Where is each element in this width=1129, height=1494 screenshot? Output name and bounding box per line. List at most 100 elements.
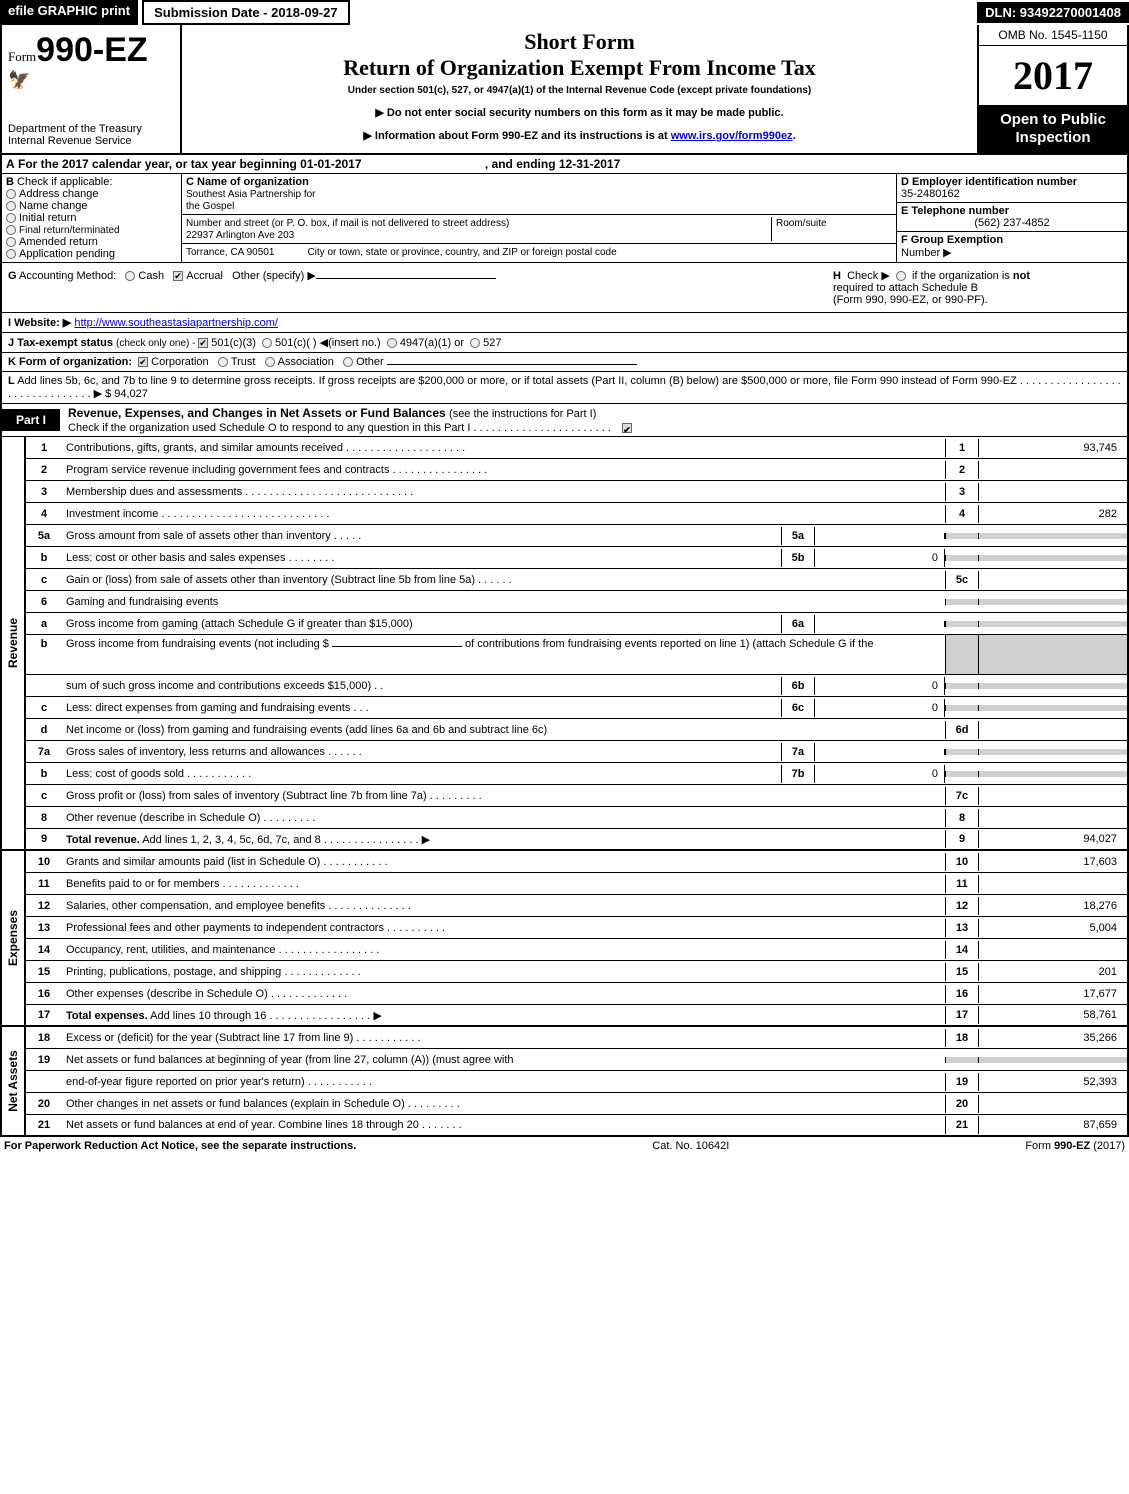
line-6: 6 Gaming and fundraising events	[26, 591, 1127, 613]
form-prefix: Form	[8, 49, 36, 64]
corporation-checkbox[interactable]	[138, 357, 148, 367]
line-16: 16 Other expenses (describe in Schedule …	[26, 983, 1127, 1005]
paperwork-notice: For Paperwork Reduction Act Notice, see …	[4, 1140, 356, 1152]
line-5c: c Gain or (loss) from sale of assets oth…	[26, 569, 1127, 591]
cash-radio[interactable]	[125, 271, 135, 281]
line-4-value: 282	[979, 505, 1127, 523]
section-j-taxexempt: J Tax-exempt status (check only one) - 5…	[0, 333, 1129, 353]
section-l-gross-receipts: L Add lines 5b, 6c, and 7b to line 9 to …	[0, 372, 1129, 404]
dept-irs: Internal Revenue Service	[8, 135, 174, 147]
header-right: OMB No. 1545-1150 2017 Open to Public In…	[977, 25, 1127, 153]
line-6b-sum: sum of such gross income and contributio…	[26, 675, 1127, 697]
revenue-vertical-label: Revenue	[6, 618, 20, 668]
section-i-website: I Website: ▶ http://www.southeastasiapar…	[0, 313, 1129, 333]
top-bar: efile GRAPHIC print Submission Date - 20…	[0, 0, 1129, 25]
part-i-header: Part I Revenue, Expenses, and Changes in…	[0, 404, 1129, 437]
line-12: 12 Salaries, other compensation, and emp…	[26, 895, 1127, 917]
line-3: 3 Membership dues and assessments . . . …	[26, 481, 1127, 503]
form-header: Form990-EZ 🦅 Department of the Treasury …	[0, 25, 1129, 155]
omb-number: OMB No. 1545-1150	[979, 25, 1127, 46]
net-assets-group: Net Assets 18 Excess or (deficit) for th…	[0, 1027, 1129, 1137]
line-6b: b Gross income from fundraising events (…	[26, 635, 1127, 675]
line-18-value: 35,266	[979, 1029, 1127, 1047]
form-number: 990-EZ	[36, 31, 148, 69]
ein-value: 35-2480162	[901, 188, 960, 200]
org-website-link[interactable]: http://www.southeastasiapartnership.com/	[74, 317, 278, 329]
other-org-checkbox[interactable]	[343, 357, 353, 367]
line-9: 9 Total revenue. Add lines 1, 2, 3, 4, 5…	[26, 829, 1127, 851]
expenses-vertical-label: Expenses	[6, 910, 20, 966]
line-15-value: 201	[979, 963, 1127, 981]
return-title: Return of Organization Exempt From Incom…	[192, 55, 967, 81]
treasury-seal-icon: 🦅	[8, 70, 174, 91]
section-def: D Employer identification number 35-2480…	[897, 174, 1127, 262]
telephone-value: (562) 237-4852	[901, 217, 1123, 229]
revenue-group: Revenue 1 Contributions, gifts, grants, …	[0, 437, 1129, 851]
line-19a: 19 Net assets or fund balances at beginn…	[26, 1049, 1127, 1071]
header-center: Short Form Return of Organization Exempt…	[182, 25, 977, 153]
line-9-value: 94,027	[979, 830, 1127, 848]
open-to-public-badge: Open to Public Inspection	[979, 105, 1127, 153]
line-6d: d Net income or (loss) from gaming and f…	[26, 719, 1127, 741]
line-12-value: 18,276	[979, 897, 1127, 915]
4947a1-checkbox[interactable]	[387, 338, 397, 348]
under-section-text: Under section 501(c), 527, or 4947(a)(1)…	[192, 85, 967, 96]
name-change-checkbox[interactable]	[6, 201, 16, 211]
section-bcdef: B Check if applicable: Address change Na…	[0, 174, 1129, 263]
final-return-checkbox[interactable]	[6, 225, 16, 235]
line-5a: 5a Gross amount from sale of assets othe…	[26, 525, 1127, 547]
line-1: 1 Contributions, gifts, grants, and simi…	[26, 437, 1127, 459]
section-g: G Accounting Method: Cash Accrual Other …	[2, 263, 827, 312]
line-19-value: 52,393	[979, 1073, 1127, 1091]
expenses-group: Expenses 10 Grants and similar amounts p…	[0, 851, 1129, 1027]
line-4: 4 Investment income . . . . . . . . . . …	[26, 503, 1127, 525]
line-5b: b Less: cost or other basis and sales ex…	[26, 547, 1127, 569]
line-21: 21 Net assets or fund balances at end of…	[26, 1115, 1127, 1137]
schedule-o-used-checkbox[interactable]	[622, 423, 632, 433]
submission-date-label: Submission Date - 2018-09-27	[142, 0, 350, 25]
line-1-value: 93,745	[979, 439, 1127, 457]
schedule-b-not-required-checkbox[interactable]	[896, 271, 906, 281]
page-footer: For Paperwork Reduction Act Notice, see …	[0, 1137, 1129, 1155]
501c3-checkbox[interactable]	[198, 338, 208, 348]
line-16-value: 17,677	[979, 985, 1127, 1003]
section-h: H Check ▶ if the organization is not req…	[827, 263, 1127, 312]
ssn-warning: ▶ Do not enter social security numbers o…	[192, 106, 967, 119]
tax-year: 2017	[979, 46, 1127, 105]
line-11: 11 Benefits paid to or for members . . .…	[26, 873, 1127, 895]
line-7c: c Gross profit or (loss) from sales of i…	[26, 785, 1127, 807]
accrual-radio[interactable]	[173, 271, 183, 281]
association-checkbox[interactable]	[265, 357, 275, 367]
line-15: 15 Printing, publications, postage, and …	[26, 961, 1127, 983]
line-19b: end-of-year figure reported on prior yea…	[26, 1071, 1127, 1093]
section-c: C Name of organization Southest Asia Par…	[182, 174, 897, 262]
section-a-taxyear: A For the 2017 calendar year, or tax yea…	[0, 155, 1129, 174]
header-left: Form990-EZ 🦅 Department of the Treasury …	[2, 25, 182, 153]
line-10: 10 Grants and similar amounts paid (list…	[26, 851, 1127, 873]
part-i-label: Part I	[2, 409, 60, 431]
short-form-title: Short Form	[192, 29, 967, 55]
application-pending-checkbox[interactable]	[6, 249, 16, 259]
initial-return-checkbox[interactable]	[6, 213, 16, 223]
527-checkbox[interactable]	[470, 338, 480, 348]
line-17: 17 Total expenses. Add lines 10 through …	[26, 1005, 1127, 1027]
line-7a: 7a Gross sales of inventory, less return…	[26, 741, 1127, 763]
line-2: 2 Program service revenue including gove…	[26, 459, 1127, 481]
section-gh: G Accounting Method: Cash Accrual Other …	[0, 263, 1129, 313]
netassets-vertical-label: Net Assets	[6, 1050, 20, 1112]
line-18: 18 Excess or (deficit) for the year (Sub…	[26, 1027, 1127, 1049]
org-city: Torrance, CA 90501	[186, 247, 274, 258]
line-6a: a Gross income from gaming (attach Sched…	[26, 613, 1127, 635]
line-13: 13 Professional fees and other payments …	[26, 917, 1127, 939]
line-6c: c Less: direct expenses from gaming and …	[26, 697, 1127, 719]
trust-checkbox[interactable]	[218, 357, 228, 367]
amended-return-checkbox[interactable]	[6, 237, 16, 247]
501c-checkbox[interactable]	[262, 338, 272, 348]
section-k-orgform: K Form of organization: Corporation Trus…	[0, 353, 1129, 372]
org-name-line1: Southest Asia Partnership for	[186, 189, 316, 200]
line-8: 8 Other revenue (describe in Schedule O)…	[26, 807, 1127, 829]
dept-treasury: Department of the Treasury	[8, 123, 174, 135]
instructions-line: ▶ Information about Form 990-EZ and its …	[192, 129, 967, 142]
instructions-link[interactable]: www.irs.gov/form990ez	[671, 130, 793, 142]
address-change-checkbox[interactable]	[6, 189, 16, 199]
